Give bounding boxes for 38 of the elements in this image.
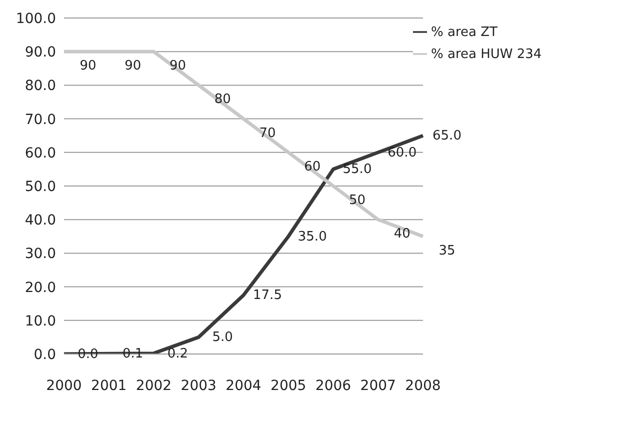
legend-label: % area ZT <box>431 25 498 40</box>
data-label: 0.2 <box>167 346 188 362</box>
x-tick-label: 2008 <box>405 378 441 394</box>
data-label: 90 <box>169 58 186 74</box>
data-label: 55.0 <box>342 162 372 178</box>
y-tick-label: 80.0 <box>24 78 56 94</box>
data-label: 5.0 <box>212 330 233 346</box>
data-label: 65.0 <box>432 128 462 144</box>
data-label: 80 <box>214 92 231 108</box>
y-tick-label: 20.0 <box>24 280 56 296</box>
legend-label: % area HUW 234 <box>431 47 542 62</box>
data-label: 50 <box>348 193 366 208</box>
x-tick-label: 2007 <box>360 378 396 394</box>
data-label: 90 <box>80 58 96 74</box>
y-tick-label: 10.0 <box>24 313 56 330</box>
data-label: 60 <box>304 159 321 174</box>
x-tick-label: 2006 <box>315 378 352 394</box>
x-tick-label: 2005 <box>270 378 306 394</box>
data-label: 60.0 <box>388 145 417 160</box>
x-tick-label: 2001 <box>91 378 127 394</box>
x-tick-label: 2002 <box>136 378 172 394</box>
y-tick-label: 40.0 <box>24 212 56 229</box>
x-tick-label: 2004 <box>226 378 262 394</box>
data-label: 35.0 <box>298 229 327 244</box>
y-tick-label: 90.0 <box>24 44 56 61</box>
data-label: 17.5 <box>253 288 282 304</box>
y-tick-label: 70.0 <box>24 112 56 128</box>
y-tick-label: 60.0 <box>24 145 56 162</box>
x-tick-label: 2003 <box>180 378 216 394</box>
y-tick-label: 100.0 <box>16 10 56 27</box>
y-tick-label: 50.0 <box>24 178 56 195</box>
y-tick-label: 30.0 <box>24 246 56 262</box>
data-label: 40 <box>394 226 410 242</box>
data-label: 35 <box>438 243 456 258</box>
x-tick-label: 2000 <box>46 378 82 394</box>
data-label: 70 <box>259 126 276 141</box>
data-label: 90 <box>124 58 142 74</box>
y-tick-label: 0.0 <box>34 346 56 363</box>
